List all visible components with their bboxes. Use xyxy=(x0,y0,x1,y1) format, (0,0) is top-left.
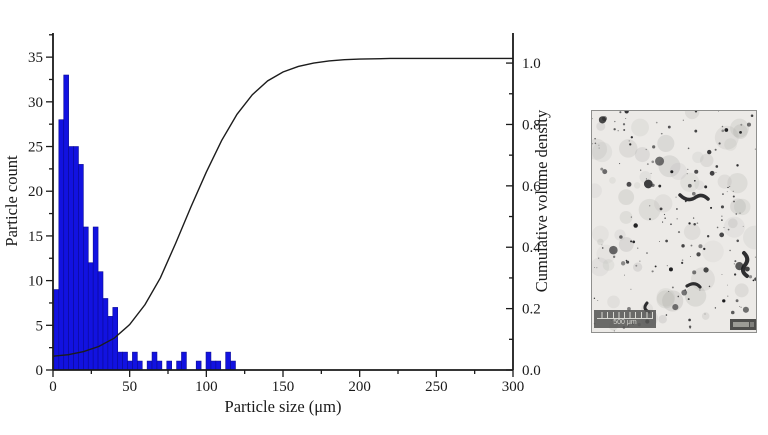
histogram-bar xyxy=(97,271,104,371)
micrograph-scale-bar: 500 μm xyxy=(594,310,656,328)
histogram-bar xyxy=(195,360,202,371)
chart-axes xyxy=(46,33,514,377)
cumulative-curve xyxy=(52,57,513,357)
tick-label: 250 xyxy=(425,379,448,395)
tick-label: 50 xyxy=(122,379,137,395)
tick-label: 5 xyxy=(36,318,44,334)
histogram-bar xyxy=(102,298,109,371)
histogram-bars xyxy=(53,74,236,371)
histogram-bar xyxy=(58,119,65,371)
y-axis-title-right: Cumulative volume density xyxy=(532,109,551,292)
tick-labels: 0 50 100 150 200 250 300 0 5 10 15 20 25 30 35 0.0 0.2 0.… xyxy=(28,50,541,395)
tick-label: 25 xyxy=(28,140,43,156)
tick-label: 150 xyxy=(272,379,295,395)
micrograph-image xyxy=(592,111,756,332)
micrograph: 500 μm xyxy=(591,110,757,333)
histogram-bar xyxy=(132,351,138,371)
histogram-bar xyxy=(83,226,89,371)
tick-label: 10 xyxy=(28,274,43,290)
histogram-bar xyxy=(181,351,187,371)
histogram-bar xyxy=(137,360,143,371)
tick-label: 0 xyxy=(49,379,57,395)
tick-label: 0.2 xyxy=(522,302,541,318)
scale-ruler-icon xyxy=(597,312,653,319)
histogram-bar xyxy=(122,351,128,371)
histogram-bar xyxy=(87,262,94,371)
histogram-bar xyxy=(151,351,158,371)
tick-label: 20 xyxy=(28,184,43,200)
histogram-bar xyxy=(176,360,182,371)
tick-label: 100 xyxy=(195,379,218,395)
tick-label: 35 xyxy=(28,50,43,66)
histogram-bar xyxy=(117,351,123,371)
tick-label: 300 xyxy=(502,379,525,395)
tick-label: 0.4 xyxy=(522,240,541,256)
tick-label: 30 xyxy=(28,95,43,111)
scale-label: 500 μm xyxy=(613,319,637,326)
histogram-bar xyxy=(127,360,133,371)
tick-label: 200 xyxy=(348,379,371,395)
histogram-bar xyxy=(107,316,114,371)
histogram-bar xyxy=(215,360,222,371)
histogram-bar xyxy=(78,164,84,371)
histogram-bar xyxy=(146,360,153,371)
x-axis-title: Particle size (μm) xyxy=(225,397,342,416)
histogram-bar xyxy=(156,360,163,371)
tick-label: 1.0 xyxy=(522,56,541,72)
histogram-bar xyxy=(63,74,69,371)
histogram-bar xyxy=(210,360,217,371)
tick-label: 0.8 xyxy=(522,117,541,133)
y-axis-title-left: Particle count xyxy=(2,155,21,247)
histogram-bar xyxy=(68,146,74,371)
histogram-bar xyxy=(73,146,79,371)
histogram-bar xyxy=(205,351,212,371)
particle-size-chart: 0 50 100 150 200 250 300 0 5 10 15 20 25 30 35 0.0 0.2 0.… xyxy=(2,33,551,416)
micrograph-id-badge xyxy=(730,319,756,330)
tick-label: 0.0 xyxy=(522,363,541,379)
tick-label: 0 xyxy=(36,363,44,379)
tick-label: 15 xyxy=(28,229,43,245)
histogram-bar xyxy=(166,360,172,371)
histogram-bar xyxy=(225,351,231,371)
histogram-bar xyxy=(230,360,236,371)
tick-label: 0.6 xyxy=(522,179,541,195)
histogram-bar xyxy=(53,289,60,371)
